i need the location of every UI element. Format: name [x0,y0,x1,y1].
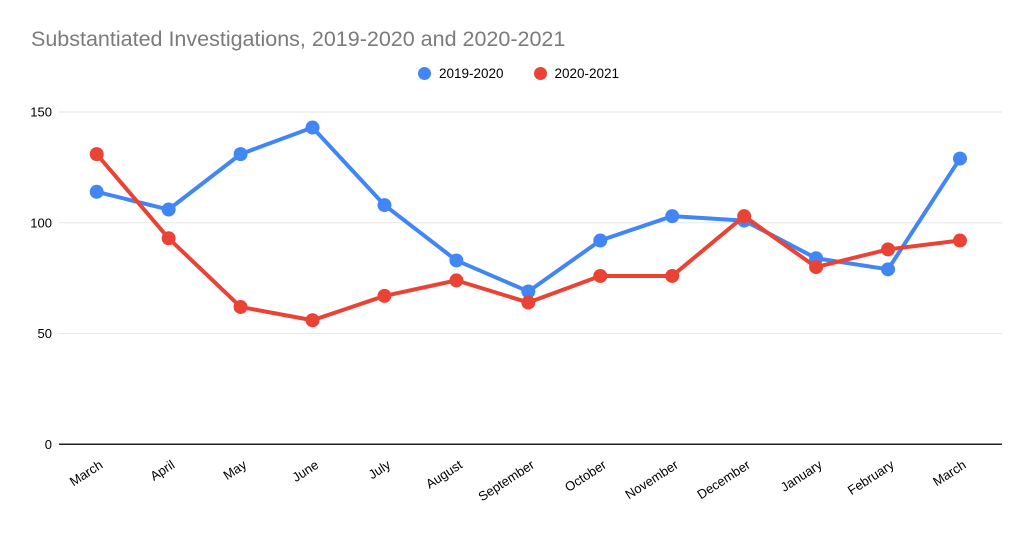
data-point-2020-2021-June[interactable] [305,313,320,328]
legend-item-2020-2021[interactable]: 2020-2021 [533,66,620,81]
x-axis-tick-label: November [622,457,681,503]
data-point-2019-2020-November[interactable] [665,209,680,224]
legend-dot-icon [533,67,547,80]
legend-label: 2020-2021 [554,66,620,81]
legend-item-2019-2020[interactable]: 2019-2020 [417,66,504,81]
x-axis-tick-label: July [366,457,394,482]
data-point-2020-2021-March[interactable] [952,233,967,248]
x-axis-tick-label: January [778,457,825,495]
x-axis-tick-label: May [220,457,249,483]
legend: 2019-2020 2020-2021 [0,66,1023,81]
y-axis-tick-label: 50 [38,326,52,341]
x-axis-tick-label: March [67,457,105,489]
data-point-2020-2021-May[interactable] [233,299,248,314]
data-point-2019-2020-July[interactable] [377,198,392,213]
data-point-2020-2021-March[interactable] [89,147,104,162]
data-point-2019-2020-February[interactable] [881,262,896,277]
y-axis-tick-label: 150 [30,105,52,120]
data-point-2019-2020-September[interactable] [521,284,536,299]
data-point-2020-2021-October[interactable] [593,268,608,283]
x-axis-tick-label: December [694,457,753,503]
series-line-2019-2020 [94,125,962,294]
data-point-2020-2021-April[interactable] [161,231,176,246]
data-point-2019-2020-March[interactable] [89,184,104,199]
data-point-2020-2021-September[interactable] [521,295,536,310]
data-point-2020-2021-December[interactable] [737,209,752,224]
x-axis-tick-label: October [562,457,610,495]
data-point-2020-2021-August[interactable] [449,273,464,288]
data-point-2019-2020-May[interactable] [233,147,248,162]
data-point-2019-2020-August[interactable] [449,253,464,268]
data-point-2019-2020-June[interactable] [305,120,320,135]
x-axis-tick-label: August [423,457,465,492]
x-axis-tick-label: April [147,457,177,484]
data-point-2019-2020-March[interactable] [952,151,967,166]
y-axis-tick-label: 0 [45,437,52,452]
data-point-2019-2020-October[interactable] [593,233,608,248]
data-point-2020-2021-January[interactable] [809,260,824,275]
legend-dot-icon [417,67,431,80]
x-axis-tick-label: March [930,457,968,489]
data-point-2019-2020-April[interactable] [161,202,176,217]
data-point-2020-2021-July[interactable] [377,288,392,303]
y-axis-tick-label: 100 [30,215,52,230]
x-axis-tick-label: September [475,457,537,505]
x-axis-tick-label: February [845,457,897,498]
data-point-2020-2021-November[interactable] [665,268,680,283]
legend-label: 2019-2020 [438,66,504,81]
x-axis-tick-label: June [289,457,321,485]
chart-title: Substantiated Investigations, 2019-2020 … [31,27,566,51]
data-point-2020-2021-February[interactable] [881,242,896,257]
